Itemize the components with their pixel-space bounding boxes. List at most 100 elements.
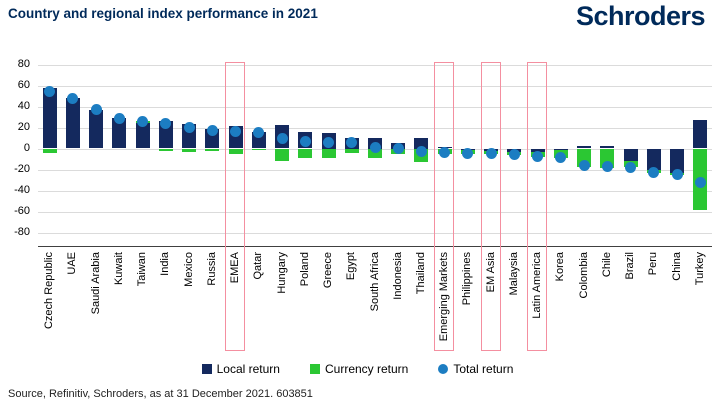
bar-local-return — [670, 148, 685, 173]
legend-label: Local return — [216, 362, 280, 376]
bar-local-return — [530, 148, 545, 152]
bar-currency-return — [182, 148, 197, 152]
x-axis-category-label: Emerging Markets — [438, 252, 451, 342]
x-axis-category-label: South Africa — [368, 252, 381, 312]
bar-local-return — [553, 148, 568, 150]
x-axis-category-label: Greece — [322, 252, 335, 289]
total-return-dot — [555, 152, 567, 164]
header: Country and regional index performance i… — [0, 0, 715, 38]
bar-currency-return — [321, 148, 336, 158]
total-return-dot — [137, 115, 149, 127]
chart-title: Country and regional index performance i… — [8, 6, 318, 21]
total-return-dot — [625, 161, 637, 173]
total-return-dot — [508, 149, 520, 161]
gridline — [38, 190, 712, 192]
total-return-dot — [578, 159, 590, 171]
x-axis-category-label: Chile — [600, 252, 613, 278]
gridline — [38, 169, 712, 171]
bar-local-return — [65, 98, 80, 149]
bar-local-return — [600, 146, 615, 149]
x-axis-category-label: Latin America — [531, 252, 544, 319]
x-axis-category-label: Mexico — [182, 252, 195, 287]
total-return-dot — [323, 136, 335, 148]
x-axis-category-label: China — [670, 252, 683, 281]
x-axis-category-label: Czech Republic — [43, 252, 56, 330]
bar-currency-return — [205, 148, 220, 151]
total-return-dot — [346, 136, 358, 148]
bar-currency-return — [344, 148, 359, 153]
bar-local-return — [577, 146, 592, 149]
total-return-dot — [67, 92, 79, 104]
local-return-swatch — [201, 364, 212, 374]
x-axis-line — [38, 246, 712, 247]
bar-local-return — [112, 118, 127, 149]
x-axis-category-label: Indonesia — [391, 252, 404, 300]
total-return-dot — [230, 126, 242, 138]
x-axis-category-label: Philippines — [461, 252, 474, 306]
x-axis-category-label: Peru — [647, 252, 660, 276]
x-axis-category-label: Thailand — [414, 252, 427, 295]
x-axis-category-label: Hungary — [275, 252, 288, 294]
total-return-dot — [671, 169, 683, 181]
y-axis-tick-label: 20 — [17, 120, 30, 133]
bar-currency-return — [251, 148, 266, 150]
x-axis-category-label: EM Asia — [484, 252, 497, 293]
total-return-dot — [369, 141, 381, 153]
highlight-box-latin-america — [527, 62, 548, 351]
highlight-box-emerging-markets — [434, 62, 455, 351]
total-return-dot — [462, 148, 474, 160]
highlight-box-emea — [225, 62, 246, 351]
total-return-dot — [113, 112, 125, 124]
currency-return-swatch — [309, 364, 320, 374]
total-return-dot — [276, 132, 288, 144]
bar-local-return — [89, 109, 104, 149]
y-axis-tick-label: -20 — [14, 162, 30, 175]
y-axis-tick-label: 60 — [17, 78, 30, 91]
bar-local-return — [135, 123, 150, 149]
x-axis-category-label: Turkey — [693, 252, 706, 286]
x-axis-category-label: Poland — [298, 252, 311, 287]
x-axis-category-label: Taiwan — [136, 252, 149, 287]
y-axis-tick-label: -60 — [14, 204, 30, 217]
total-return-dot — [90, 104, 102, 116]
bar-currency-return — [42, 148, 57, 153]
total-return-dot — [485, 148, 497, 160]
x-axis-category-label: India — [159, 252, 172, 276]
legend-label: Total return — [453, 362, 514, 376]
gridline — [38, 127, 712, 129]
total-return-dot — [160, 117, 172, 129]
legend-item-total-return: Total return — [438, 362, 513, 376]
total-return-dot — [253, 127, 265, 139]
bar-currency-return — [228, 148, 243, 154]
x-axis-category-label: Russia — [205, 252, 218, 286]
highlight-box-em-asia — [480, 62, 501, 351]
y-axis-tick-label: -40 — [14, 183, 30, 196]
total-return-dot — [439, 147, 451, 159]
x-axis-category-label: Colombia — [577, 252, 590, 299]
x-axis-category-label: EMEA — [229, 252, 242, 284]
total-return-swatch — [438, 364, 449, 374]
bar-currency-return — [298, 148, 313, 158]
total-return-dot — [648, 167, 660, 179]
x-axis-category-label: Korea — [554, 252, 567, 282]
x-axis-category-label: Saudi Arabia — [89, 252, 102, 315]
total-return-dot — [183, 122, 195, 133]
legend-label: Currency return — [324, 362, 409, 376]
x-axis-category-label: Brazil — [624, 252, 637, 280]
schroders-logo: Schroders — [575, 1, 706, 31]
y-axis-tick-label: 80 — [17, 57, 30, 70]
total-return-dot — [392, 143, 404, 154]
gridline — [38, 106, 712, 108]
bar-local-return — [623, 148, 638, 162]
x-axis-category-label: Egypt — [345, 252, 358, 281]
total-return-dot — [206, 125, 218, 137]
bar-local-return — [693, 120, 708, 149]
bar-currency-return — [158, 148, 173, 151]
gridline — [38, 64, 712, 66]
gridline — [38, 211, 712, 213]
legend-item-currency-return: Currency return — [309, 362, 409, 376]
total-return-dot — [299, 135, 311, 147]
total-return-dot — [532, 151, 544, 163]
x-axis-category-label: Qatar — [252, 252, 265, 280]
